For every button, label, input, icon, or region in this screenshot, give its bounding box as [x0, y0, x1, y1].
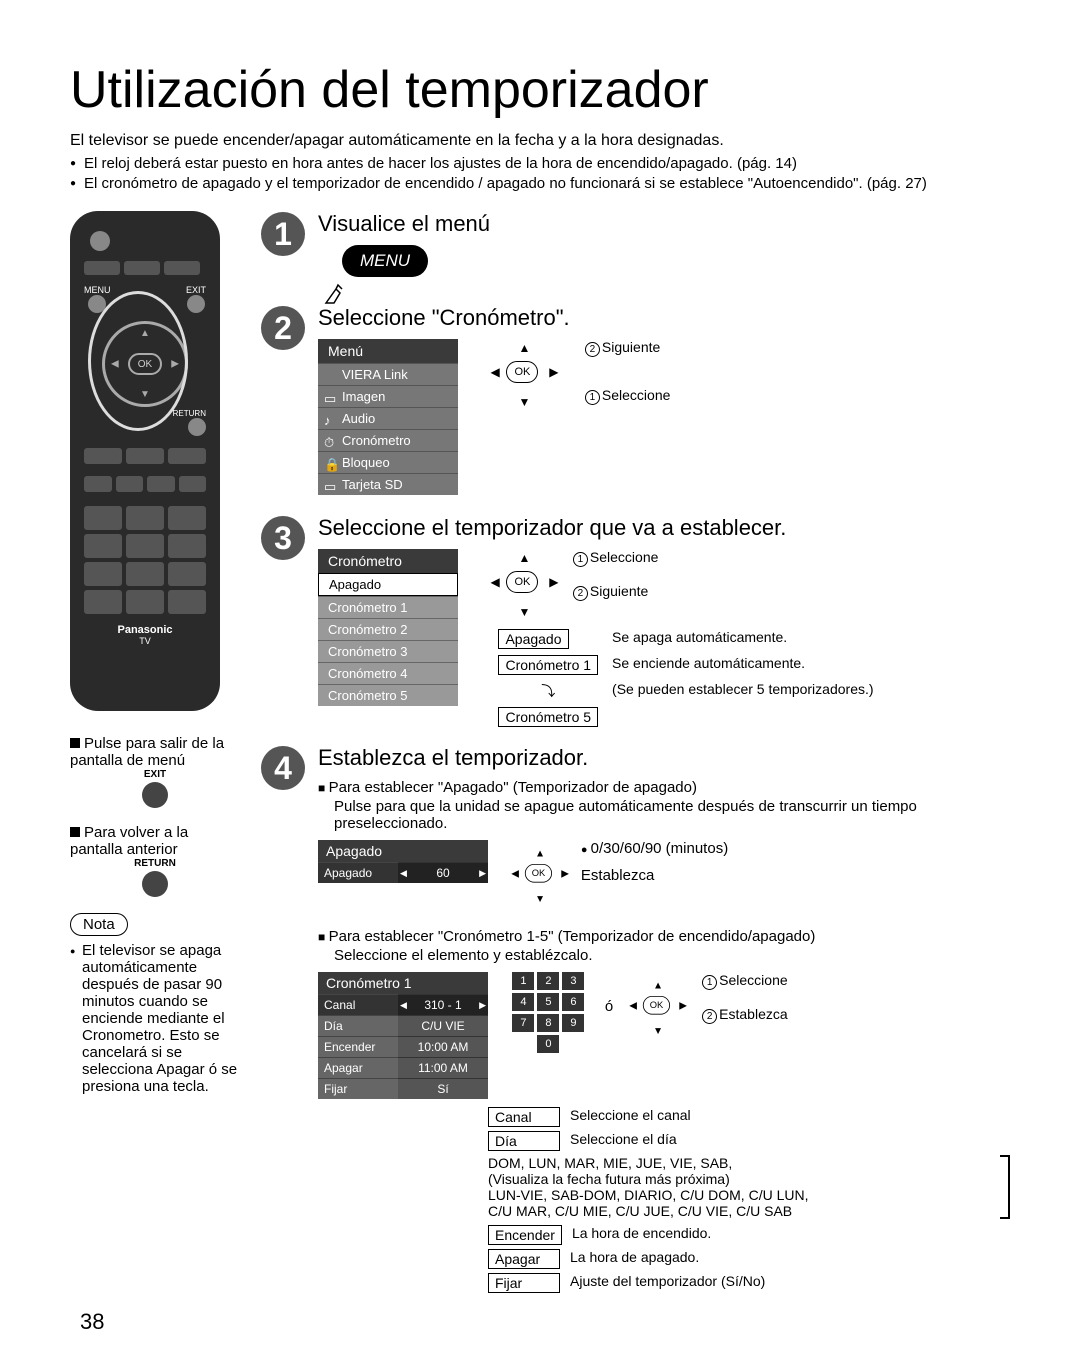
numeric-keypad: 123 456 789 0	[512, 972, 584, 1056]
cron-item-apagado: Apagado	[318, 573, 458, 596]
menu-item-bloqueo: 🔒Bloqueo	[318, 451, 458, 473]
step-3-title: Seleccione el temporizador que va a esta…	[318, 515, 1010, 541]
o-separator: ó	[605, 998, 613, 1015]
return-note: Para volver a la pantalla anterior	[70, 824, 240, 858]
menu-item-audio: ♪Audio	[318, 407, 458, 429]
nota-label: Nota	[70, 913, 128, 936]
remote-ok-button: OK	[128, 353, 162, 375]
exit-button-icon	[142, 782, 168, 808]
nav4-seleccione: 1Seleccione	[702, 972, 788, 990]
cronometro1-panel: Cronómetro 1 Canal◀310 - 1▶ DíaC/U VIE E…	[318, 972, 488, 1099]
menu-osd-header: Menú	[318, 339, 458, 363]
intro-bullet-2: El cronómetro de apagado y el temporizad…	[70, 174, 1010, 194]
remote-illustration: MENU EXIT ▲▼ ◀▶ OK RETURN Panasonic TV	[70, 211, 220, 711]
page-title: Utilización del temporizador	[70, 60, 1010, 120]
step4-sub-a-text: Pulse para que la unidad se apague autom…	[334, 798, 1010, 832]
remote-exit-label: EXIT	[186, 285, 206, 313]
ok-nav-widget-4b: OK ▲▼ ◀▶	[629, 977, 689, 1037]
page-number: 38	[80, 1309, 104, 1335]
cronometro-osd-list: Cronómetro Apagado Cronómetro 1 Cronómet…	[318, 549, 458, 706]
step4-sub-b: Para establecer "Cronómetro 1-5" (Tempor…	[318, 928, 1010, 945]
intro-bullets: El reloj deberá estar puesto en hora ant…	[70, 154, 1010, 193]
remote-menu-label: MENU	[84, 285, 111, 313]
menu-pill: MENU	[342, 245, 428, 277]
return-button-icon	[142, 871, 168, 897]
exit-tiny-label: EXIT	[70, 769, 240, 780]
cron-item-2: Cronómetro 2	[318, 618, 458, 640]
cron-item-3: Cronómetro 3	[318, 640, 458, 662]
menu-osd-list: Menú VIERA Link ▭Imagen ♪Audio ⏱Cronómet…	[318, 339, 458, 495]
cronometro-osd-header: Cronómetro	[318, 549, 458, 573]
step-4-title: Establezca el temporizador.	[318, 745, 1010, 771]
step-1-title: Visualice el menú	[318, 211, 1010, 237]
cron-item-1: Cronómetro 1	[318, 596, 458, 618]
ok-nav-widget-4a: OK ▲▼ ◀▶	[512, 845, 572, 905]
menu-item-tarjetasd: ▭Tarjeta SD	[318, 473, 458, 495]
intro-text: El televisor se puede encender/apagar au…	[70, 132, 1010, 150]
apagado-options: 0/30/60/90 (minutos)	[581, 840, 728, 857]
ok-nav-widget: OK ▲▼ ◀▶	[490, 339, 560, 409]
remote-brand: Panasonic	[84, 624, 206, 636]
menu-item-imagen: ▭Imagen	[318, 385, 458, 407]
cron-item-5: Cronómetro 5	[318, 684, 458, 706]
step-4-number: 4	[260, 745, 306, 791]
apagado-establezca: Establezca	[581, 867, 728, 884]
field-definitions: CanalSeleccione el canal DíaSeleccione e…	[488, 1107, 1010, 1293]
intro-bullet-1: El reloj deberá estar puesto en hora ant…	[70, 154, 1010, 174]
apagado-panel: Apagado Apagado ◀60▶	[318, 840, 488, 883]
nav3-siguiente: 2Siguiente	[573, 583, 659, 601]
cron-item-4: Cronómetro 4	[318, 662, 458, 684]
step4-sub-a: Para establecer "Apagado" (Temporizador …	[318, 779, 1010, 796]
step-2-title: Seleccione "Cronómetro".	[318, 305, 1010, 331]
step4-sub-b-text: Seleccione el elemento y establézcalo.	[334, 947, 1010, 964]
step3-explain-table: ApagadoSe apaga automáticamente. Cronóme…	[490, 625, 881, 731]
menu-item-vieralink: VIERA Link	[318, 363, 458, 385]
nav-seleccione: 1Seleccione	[585, 387, 671, 405]
nav-siguiente: 2Siguiente	[585, 339, 671, 357]
return-tiny-label: RETURN	[70, 858, 240, 869]
nav4-establezca: 2Establezca	[702, 1006, 788, 1024]
remote-tv-label: TV	[84, 636, 206, 646]
nota-text: ● El televisor se apaga automáticamente …	[70, 942, 240, 1095]
nav3-seleccione: 1Seleccione	[573, 549, 659, 567]
remote-return-button	[188, 418, 206, 436]
exit-note: Pulse para salir de la pantalla de menú	[70, 735, 240, 769]
ok-nav-widget-3: OK ▲▼ ◀▶	[490, 549, 560, 619]
hand-pointer-icon	[318, 275, 358, 315]
step-3-number: 3	[260, 515, 306, 561]
step-1-number: 1	[260, 211, 306, 257]
power-button-icon	[90, 231, 110, 251]
menu-item-cronometro: ⏱Cronómetro	[318, 429, 458, 451]
remote-return-label: RETURN	[84, 409, 206, 418]
step-2-number: 2	[260, 305, 306, 351]
